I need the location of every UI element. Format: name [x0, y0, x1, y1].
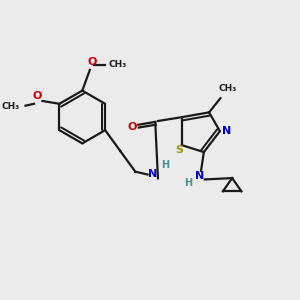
Text: O: O: [87, 57, 96, 67]
Text: H: H: [184, 178, 192, 188]
Text: CH₃: CH₃: [109, 60, 127, 69]
Text: O: O: [32, 91, 41, 101]
Text: H: H: [161, 160, 169, 170]
Text: CH₃: CH₃: [1, 102, 20, 111]
Text: N: N: [222, 126, 231, 136]
Text: O: O: [128, 122, 137, 132]
Text: N: N: [148, 169, 157, 178]
Text: N: N: [194, 171, 204, 181]
Text: S: S: [175, 145, 183, 155]
Text: CH₃: CH₃: [219, 84, 237, 93]
